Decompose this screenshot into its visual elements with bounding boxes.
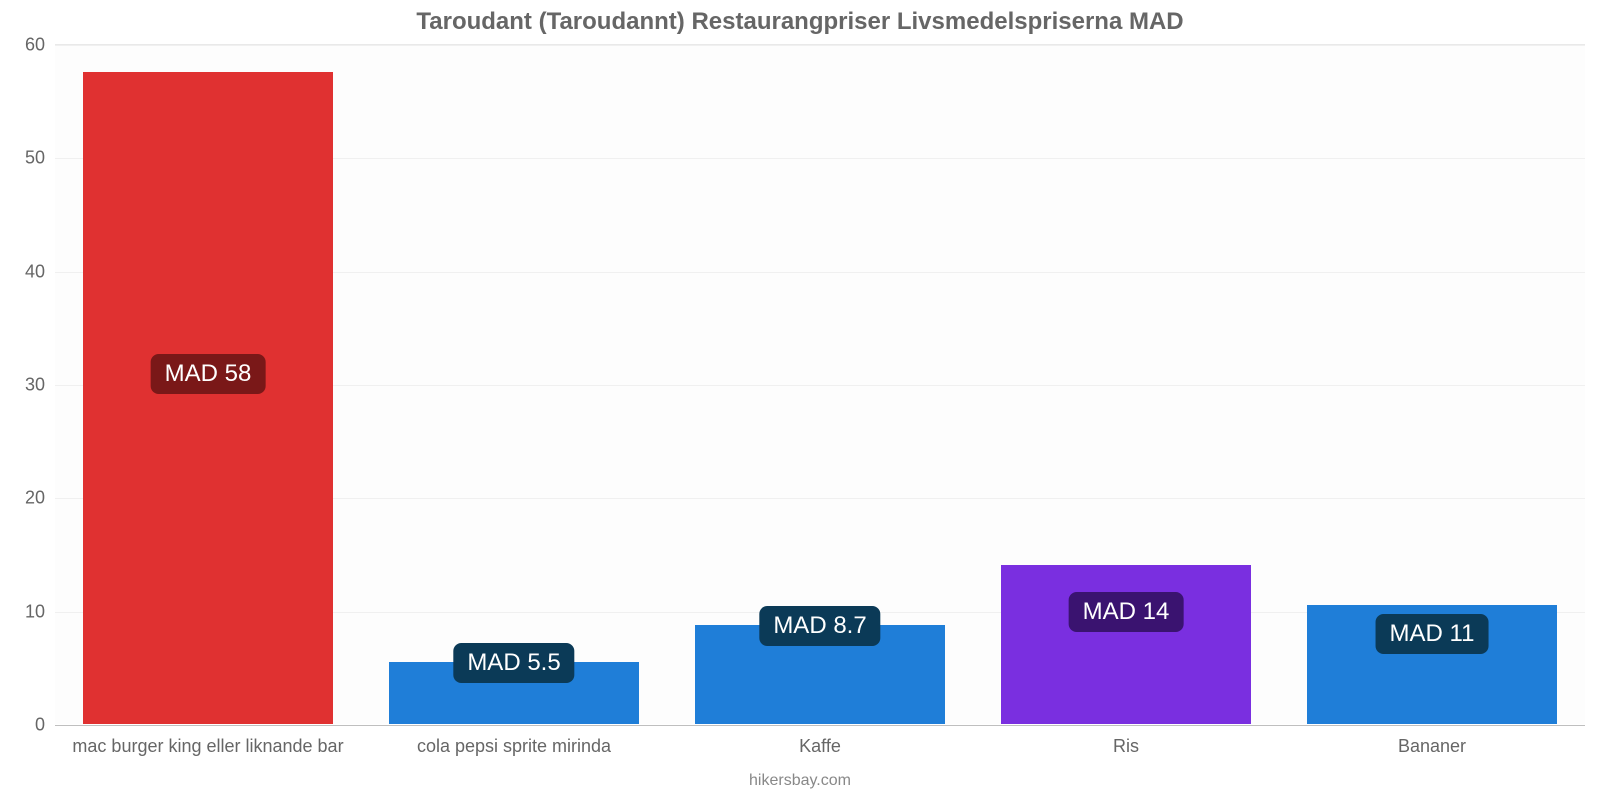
plot-area: 0102030405060MAD 58mac burger king eller… (55, 44, 1585, 724)
y-axis-tick-label: 60 (25, 35, 55, 56)
x-axis-tick-label: Kaffe (799, 724, 841, 757)
bar-value-label: MAD 5.5 (453, 643, 574, 683)
x-axis-tick-label: cola pepsi sprite mirinda (417, 724, 611, 757)
bar-value-label: MAD 8.7 (759, 606, 880, 646)
y-axis-tick-label: 50 (25, 148, 55, 169)
x-axis-tick-label: Ris (1113, 724, 1139, 757)
y-axis-tick-label: 0 (35, 715, 55, 736)
y-axis-tick-label: 40 (25, 261, 55, 282)
x-axis-tick-label: Bananer (1398, 724, 1466, 757)
y-axis-tick-label: 10 (25, 601, 55, 622)
price-bar-chart: Taroudant (Taroudannt) Restaurangpriser … (0, 0, 1600, 800)
gridline (55, 45, 1585, 46)
bar (83, 72, 334, 724)
chart-title: Taroudant (Taroudannt) Restaurangpriser … (0, 8, 1600, 36)
y-axis-tick-label: 20 (25, 488, 55, 509)
bar-value-label: MAD 58 (151, 354, 266, 394)
bar-value-label: MAD 11 (1376, 614, 1489, 654)
y-axis-tick-label: 30 (25, 375, 55, 396)
chart-footer: hikersbay.com (0, 772, 1600, 790)
bar (1001, 565, 1252, 724)
bar-value-label: MAD 14 (1069, 592, 1184, 632)
x-axis-tick-label: mac burger king eller liknande bar (72, 724, 343, 757)
